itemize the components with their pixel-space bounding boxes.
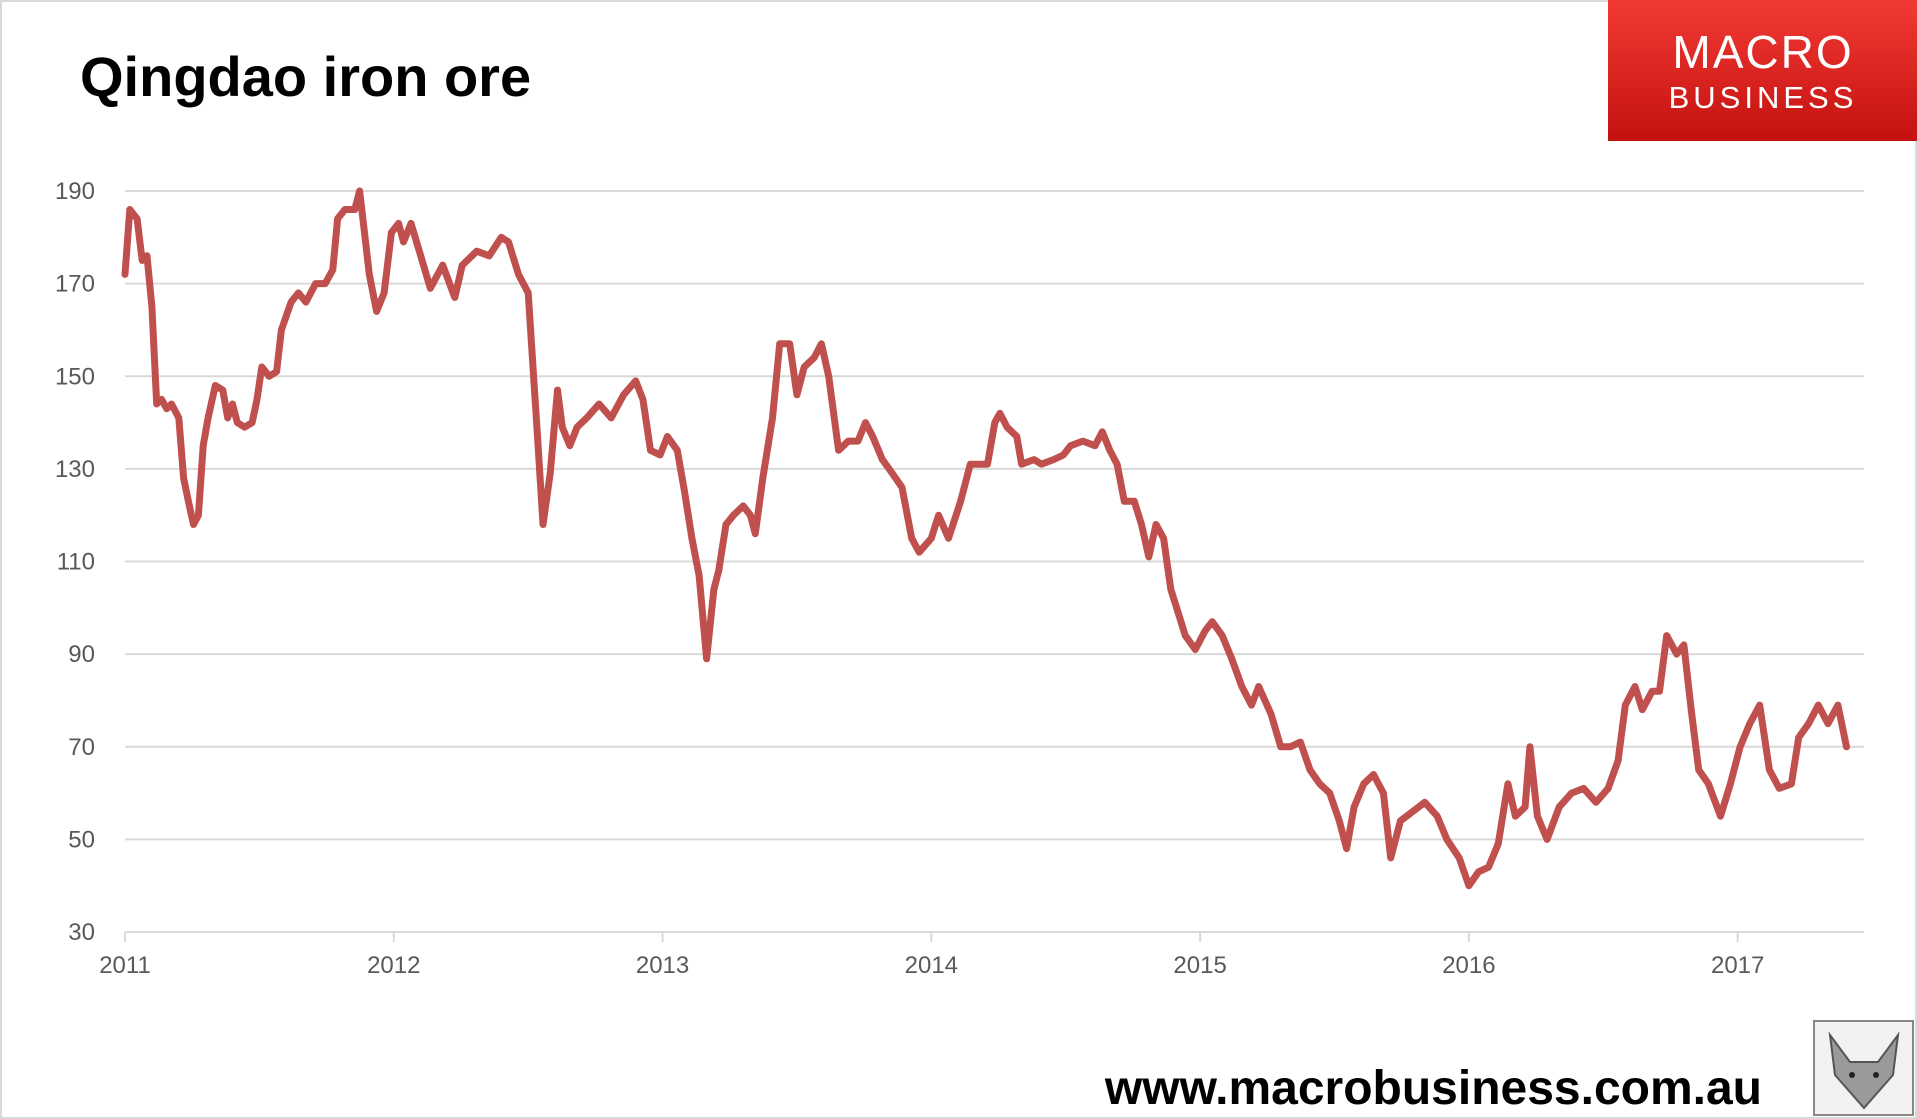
logo-text: BUSINESS	[1669, 80, 1858, 115]
y-tick-label: 150	[55, 363, 95, 390]
fox-icon	[1813, 1020, 1914, 1116]
x-tick-label: 2016	[1442, 952, 1495, 979]
y-tick-label: 50	[68, 826, 95, 853]
y-tick-label: 70	[68, 734, 95, 761]
y-tick-label: 130	[55, 456, 95, 483]
logo-box	[1608, 0, 1917, 141]
y-tick-label: 170	[55, 271, 95, 298]
series-line	[121, 187, 1850, 890]
x-tick-label: 2014	[905, 952, 958, 979]
y-tick-label: 110	[57, 549, 95, 576]
website: www.macrobusiness.com.au	[1104, 1062, 1762, 1115]
logo-text: MACRO	[1672, 26, 1853, 78]
y-tick-label: 90	[68, 641, 95, 668]
x-tick-label: 2013	[636, 952, 689, 979]
x-tick-label: 2017	[1711, 952, 1764, 979]
x-tick-label: 2012	[367, 952, 420, 979]
y-tick-label: 190	[55, 178, 95, 205]
x-tick-label: 2015	[1173, 952, 1226, 979]
chart-title: Qingdao iron ore	[80, 45, 531, 108]
y-tick-label: 30	[68, 919, 95, 946]
x-tick-label: 2011	[99, 952, 151, 979]
